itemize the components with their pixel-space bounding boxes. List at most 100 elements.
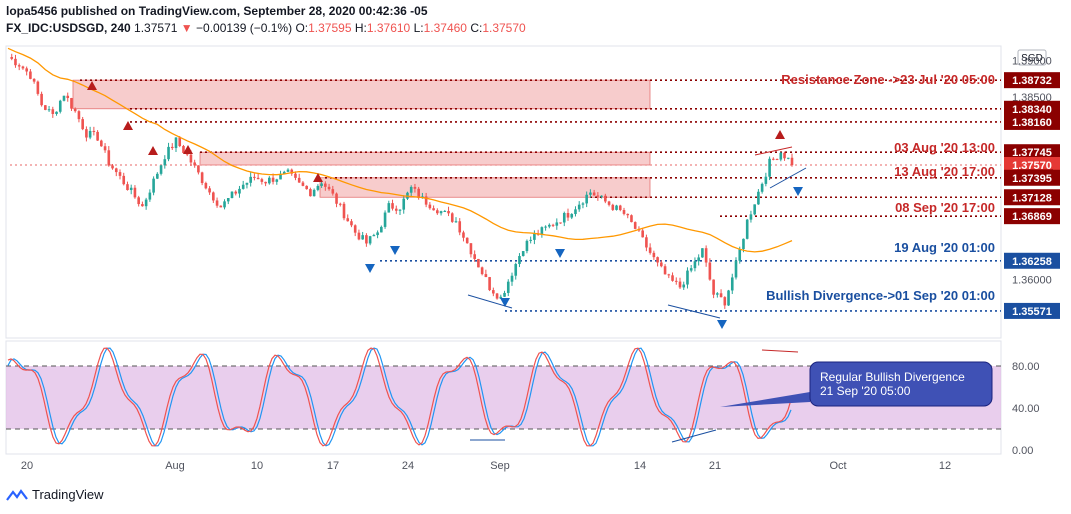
candle-body	[268, 177, 271, 184]
candle-body	[525, 240, 529, 252]
candle-body	[279, 173, 282, 180]
candle-body	[641, 230, 644, 238]
candle-body	[365, 235, 368, 244]
candles	[10, 53, 794, 309]
candle-body	[324, 183, 327, 187]
candle-body	[551, 224, 555, 226]
candle-body	[697, 257, 700, 262]
candle-body	[103, 146, 107, 151]
red-pin-icon	[775, 130, 785, 139]
candle-body	[301, 182, 305, 186]
candle-body	[577, 204, 581, 210]
candle-body	[745, 219, 749, 239]
candle-body	[443, 211, 447, 213]
level-annotations: Resistance Zone ->23 Jul '20 05:00 03 Aug…	[766, 72, 995, 303]
last-price: 1.37571	[134, 21, 178, 35]
candle-body	[376, 232, 379, 236]
candle-body	[704, 248, 708, 263]
candle-body	[596, 195, 600, 197]
price-tag-label: 1.38160	[1012, 117, 1052, 129]
candle-body	[428, 204, 432, 209]
stochastic-axis[interactable]: 80.00 40.00 0.00	[1012, 361, 1040, 457]
time-tick-label: 17	[327, 460, 339, 472]
level-annotation: Bullish Divergence->01 Sep '20 01:00	[766, 288, 995, 303]
candle-body	[346, 218, 350, 222]
price-change: −0.00139 (−0.1%)	[196, 21, 293, 35]
candle-body	[81, 119, 84, 130]
candle-body	[170, 146, 174, 149]
candle-body	[424, 196, 428, 205]
price-pane[interactable]: Resistance Zone ->23 Jul '20 05:00 03 Aug…	[5, 45, 1002, 339]
candle-body	[611, 204, 615, 210]
candle-body	[510, 275, 514, 282]
candle-body	[484, 274, 488, 278]
blue-pin-icon	[500, 298, 510, 307]
candle-body	[96, 131, 99, 141]
candle-body	[260, 179, 264, 182]
candle-body	[734, 260, 738, 278]
candle-body	[126, 184, 129, 191]
markers	[87, 81, 807, 329]
stoch-divergence-line	[761, 349, 799, 353]
candle-body	[775, 159, 779, 161]
candle-body	[757, 191, 760, 205]
candle-body	[701, 248, 704, 258]
divergence-line	[667, 304, 721, 319]
candle-body	[114, 168, 118, 173]
publish-line: lopa5456 published on TradingView.com, S…	[6, 4, 428, 18]
candle-body	[316, 185, 320, 190]
candle-body	[458, 221, 462, 233]
chart-canvas[interactable]: Resistance Zone ->23 Jul '20 05:00 03 Aug…	[0, 0, 1071, 484]
resistance-zone	[199, 151, 651, 166]
candle-body	[503, 292, 506, 297]
candle-body	[305, 185, 308, 190]
candle-body	[159, 165, 163, 174]
candle-body	[129, 187, 133, 191]
candle-body	[226, 198, 230, 202]
price-tag	[1004, 302, 1060, 319]
price-axis[interactable]: SGD1.390001.385001.360001.387321.383401.…	[1004, 49, 1060, 319]
time-tick-label: 14	[634, 460, 646, 472]
price-tag	[1004, 208, 1060, 225]
candle-body	[618, 205, 622, 211]
candle-body	[727, 290, 730, 306]
candle-body	[193, 162, 196, 166]
blue-pin-icon	[390, 246, 400, 255]
candle-body	[652, 252, 656, 258]
candle-body	[413, 186, 417, 189]
candle-body	[234, 191, 238, 194]
candle-body	[309, 189, 312, 197]
candle-body	[674, 280, 678, 282]
time-tick-label: Aug	[165, 460, 185, 472]
callout-pointer	[720, 392, 810, 407]
candle-body	[372, 235, 376, 237]
candle-body	[156, 173, 159, 179]
candle-body	[238, 188, 241, 194]
candle-body	[663, 266, 667, 275]
candle-body	[480, 267, 484, 275]
open-label: O:	[295, 21, 309, 35]
candle-body	[506, 281, 510, 293]
candle-body	[36, 81, 40, 94]
candle-body	[409, 186, 413, 193]
candle-body	[772, 158, 775, 160]
callout-box	[809, 361, 993, 407]
time-axis[interactable]: 20 Aug 10 17 24 Sep 14 21 Oct 12	[21, 460, 951, 472]
candle-body	[241, 184, 245, 189]
candle-body	[331, 189, 335, 194]
candle-body	[294, 173, 297, 178]
candle-body	[499, 296, 503, 299]
candle-body	[368, 236, 372, 244]
candle-body	[286, 169, 290, 172]
candle-body	[730, 277, 734, 291]
candle-body	[51, 109, 55, 114]
price-tag	[1004, 189, 1060, 206]
candle-body	[712, 279, 715, 295]
candle-body	[432, 208, 435, 211]
candle-body	[783, 152, 786, 159]
high-label: H:	[354, 21, 367, 35]
candle-body	[25, 68, 28, 72]
time-tick-label: 10	[251, 460, 263, 472]
divergence-line	[769, 167, 807, 189]
